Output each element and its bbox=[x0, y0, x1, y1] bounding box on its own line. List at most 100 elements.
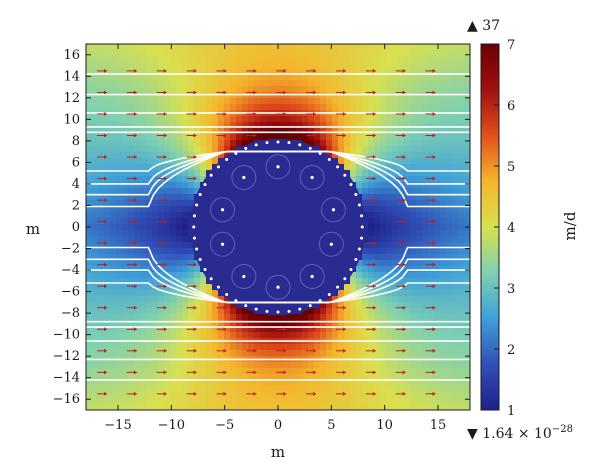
flow-arrowhead bbox=[104, 133, 107, 138]
flow-arrowhead bbox=[133, 262, 137, 267]
flow-arrowhead bbox=[223, 391, 227, 396]
borehole-ring bbox=[299, 264, 325, 290]
flow-arrowhead bbox=[104, 370, 107, 375]
flow-arrowhead bbox=[372, 111, 376, 116]
flow-arrowhead bbox=[402, 241, 406, 246]
outline-dot bbox=[265, 309, 269, 313]
y-tick-label: −4 bbox=[61, 263, 80, 278]
flow-arrowhead bbox=[283, 348, 287, 353]
borehole-ring bbox=[210, 197, 236, 223]
outline-dot bbox=[360, 236, 364, 240]
outline-dot bbox=[192, 225, 196, 229]
flow-arrowhead bbox=[193, 327, 197, 332]
x-tick-label: −5 bbox=[215, 418, 234, 433]
flow-arrowhead bbox=[432, 111, 436, 116]
flow-arrowhead bbox=[372, 370, 376, 375]
flow-arrowhead bbox=[193, 391, 197, 396]
flow-arrowhead bbox=[223, 90, 227, 95]
colorbar-tick-label: 1 bbox=[507, 404, 515, 419]
flow-arrowhead bbox=[133, 176, 137, 181]
colorbar-tick-label: 3 bbox=[507, 282, 515, 297]
flow-arrowhead bbox=[432, 348, 436, 353]
y-tick-label: −6 bbox=[61, 285, 80, 300]
borehole-dot bbox=[276, 165, 280, 169]
flow-arrowhead bbox=[372, 155, 376, 160]
outline-dot bbox=[234, 299, 238, 303]
boreholes bbox=[210, 154, 346, 300]
flow-arrowhead bbox=[193, 133, 197, 138]
flow-arrowhead bbox=[193, 68, 197, 73]
flow-arrowhead bbox=[253, 391, 257, 396]
outline-dot bbox=[308, 304, 312, 308]
borehole-ring bbox=[318, 231, 344, 257]
outline-dot bbox=[287, 309, 291, 313]
flow-arrowhead bbox=[104, 90, 107, 95]
flow-arrowhead bbox=[223, 348, 227, 353]
axes: −15 −10 −5 0 5 10 15 −16 −14 −12 −10 −8 −6 −4 −2 0 2 4 6 8 1… bbox=[53, 43, 471, 433]
flow-arrowhead bbox=[432, 155, 436, 160]
colorbar-max-marker: ▲ 37 bbox=[467, 18, 500, 34]
flow-arrows bbox=[97, 68, 436, 396]
borehole-ring bbox=[320, 197, 346, 223]
flow-arrowhead bbox=[193, 348, 197, 353]
flow-arrowhead bbox=[342, 90, 346, 95]
flow-arrowhead bbox=[133, 68, 137, 73]
borehole-ring bbox=[231, 264, 257, 290]
flow-arrowhead bbox=[223, 327, 227, 332]
flow-arrowhead bbox=[253, 111, 257, 116]
x-tick-label: −10 bbox=[158, 418, 185, 433]
colorbar-tick-label: 6 bbox=[507, 99, 515, 114]
flow-arrowhead bbox=[193, 155, 197, 160]
outline-dot bbox=[318, 299, 322, 303]
flow-arrowhead bbox=[104, 391, 107, 396]
flow-arrowhead bbox=[133, 284, 137, 289]
outline-dot bbox=[318, 151, 322, 155]
flow-arrowhead bbox=[193, 176, 197, 181]
outline-dot bbox=[254, 307, 258, 311]
outline-dot bbox=[343, 277, 347, 281]
x-tick-label: 5 bbox=[327, 418, 335, 433]
flow-arrowhead bbox=[432, 219, 436, 224]
outline-dot bbox=[357, 247, 361, 251]
outline-dot bbox=[225, 292, 229, 296]
flow-arrowhead bbox=[193, 262, 197, 267]
outline-dot bbox=[276, 140, 280, 144]
outline-dot bbox=[265, 141, 269, 145]
borehole-ring bbox=[231, 164, 257, 190]
y-axis-label: m bbox=[26, 220, 40, 238]
flow-arrowhead bbox=[313, 90, 317, 95]
flow-arrowhead bbox=[283, 370, 287, 375]
borehole-dot bbox=[242, 175, 246, 180]
flow-arrowhead bbox=[193, 284, 197, 289]
flow-arrowhead bbox=[432, 305, 436, 310]
flow-arrowhead bbox=[432, 90, 436, 95]
outline-dot bbox=[234, 151, 238, 155]
outline-dot bbox=[287, 141, 291, 145]
flow-arrowhead bbox=[372, 305, 376, 310]
flow-arrowhead bbox=[402, 219, 406, 224]
outline-dot bbox=[343, 173, 347, 177]
flow-arrowhead bbox=[253, 370, 257, 375]
outline-dot bbox=[357, 203, 361, 207]
flow-arrowhead bbox=[402, 111, 406, 116]
flow-arrowhead bbox=[223, 133, 227, 138]
flow-arrowhead bbox=[223, 305, 227, 310]
borehole-dot bbox=[220, 208, 225, 212]
colorbar-label: m/d bbox=[561, 211, 579, 240]
flow-arrowhead bbox=[313, 327, 317, 332]
flow-arrowhead bbox=[133, 391, 137, 396]
flow-arrowhead bbox=[104, 176, 107, 181]
flow-arrowhead bbox=[104, 111, 107, 116]
flow-arrowhead bbox=[163, 176, 167, 181]
outline-dot bbox=[276, 310, 280, 314]
flow-arrowhead bbox=[163, 219, 167, 224]
x-axis-label: m bbox=[271, 443, 285, 461]
flow-arrowhead bbox=[163, 198, 167, 203]
flow-arrowhead bbox=[104, 262, 107, 267]
flow-arrowhead bbox=[432, 68, 436, 73]
flow-arrowhead bbox=[372, 284, 376, 289]
borehole-dot bbox=[329, 242, 333, 246]
flow-arrowhead bbox=[432, 133, 436, 138]
flow-arrowhead bbox=[432, 370, 436, 375]
